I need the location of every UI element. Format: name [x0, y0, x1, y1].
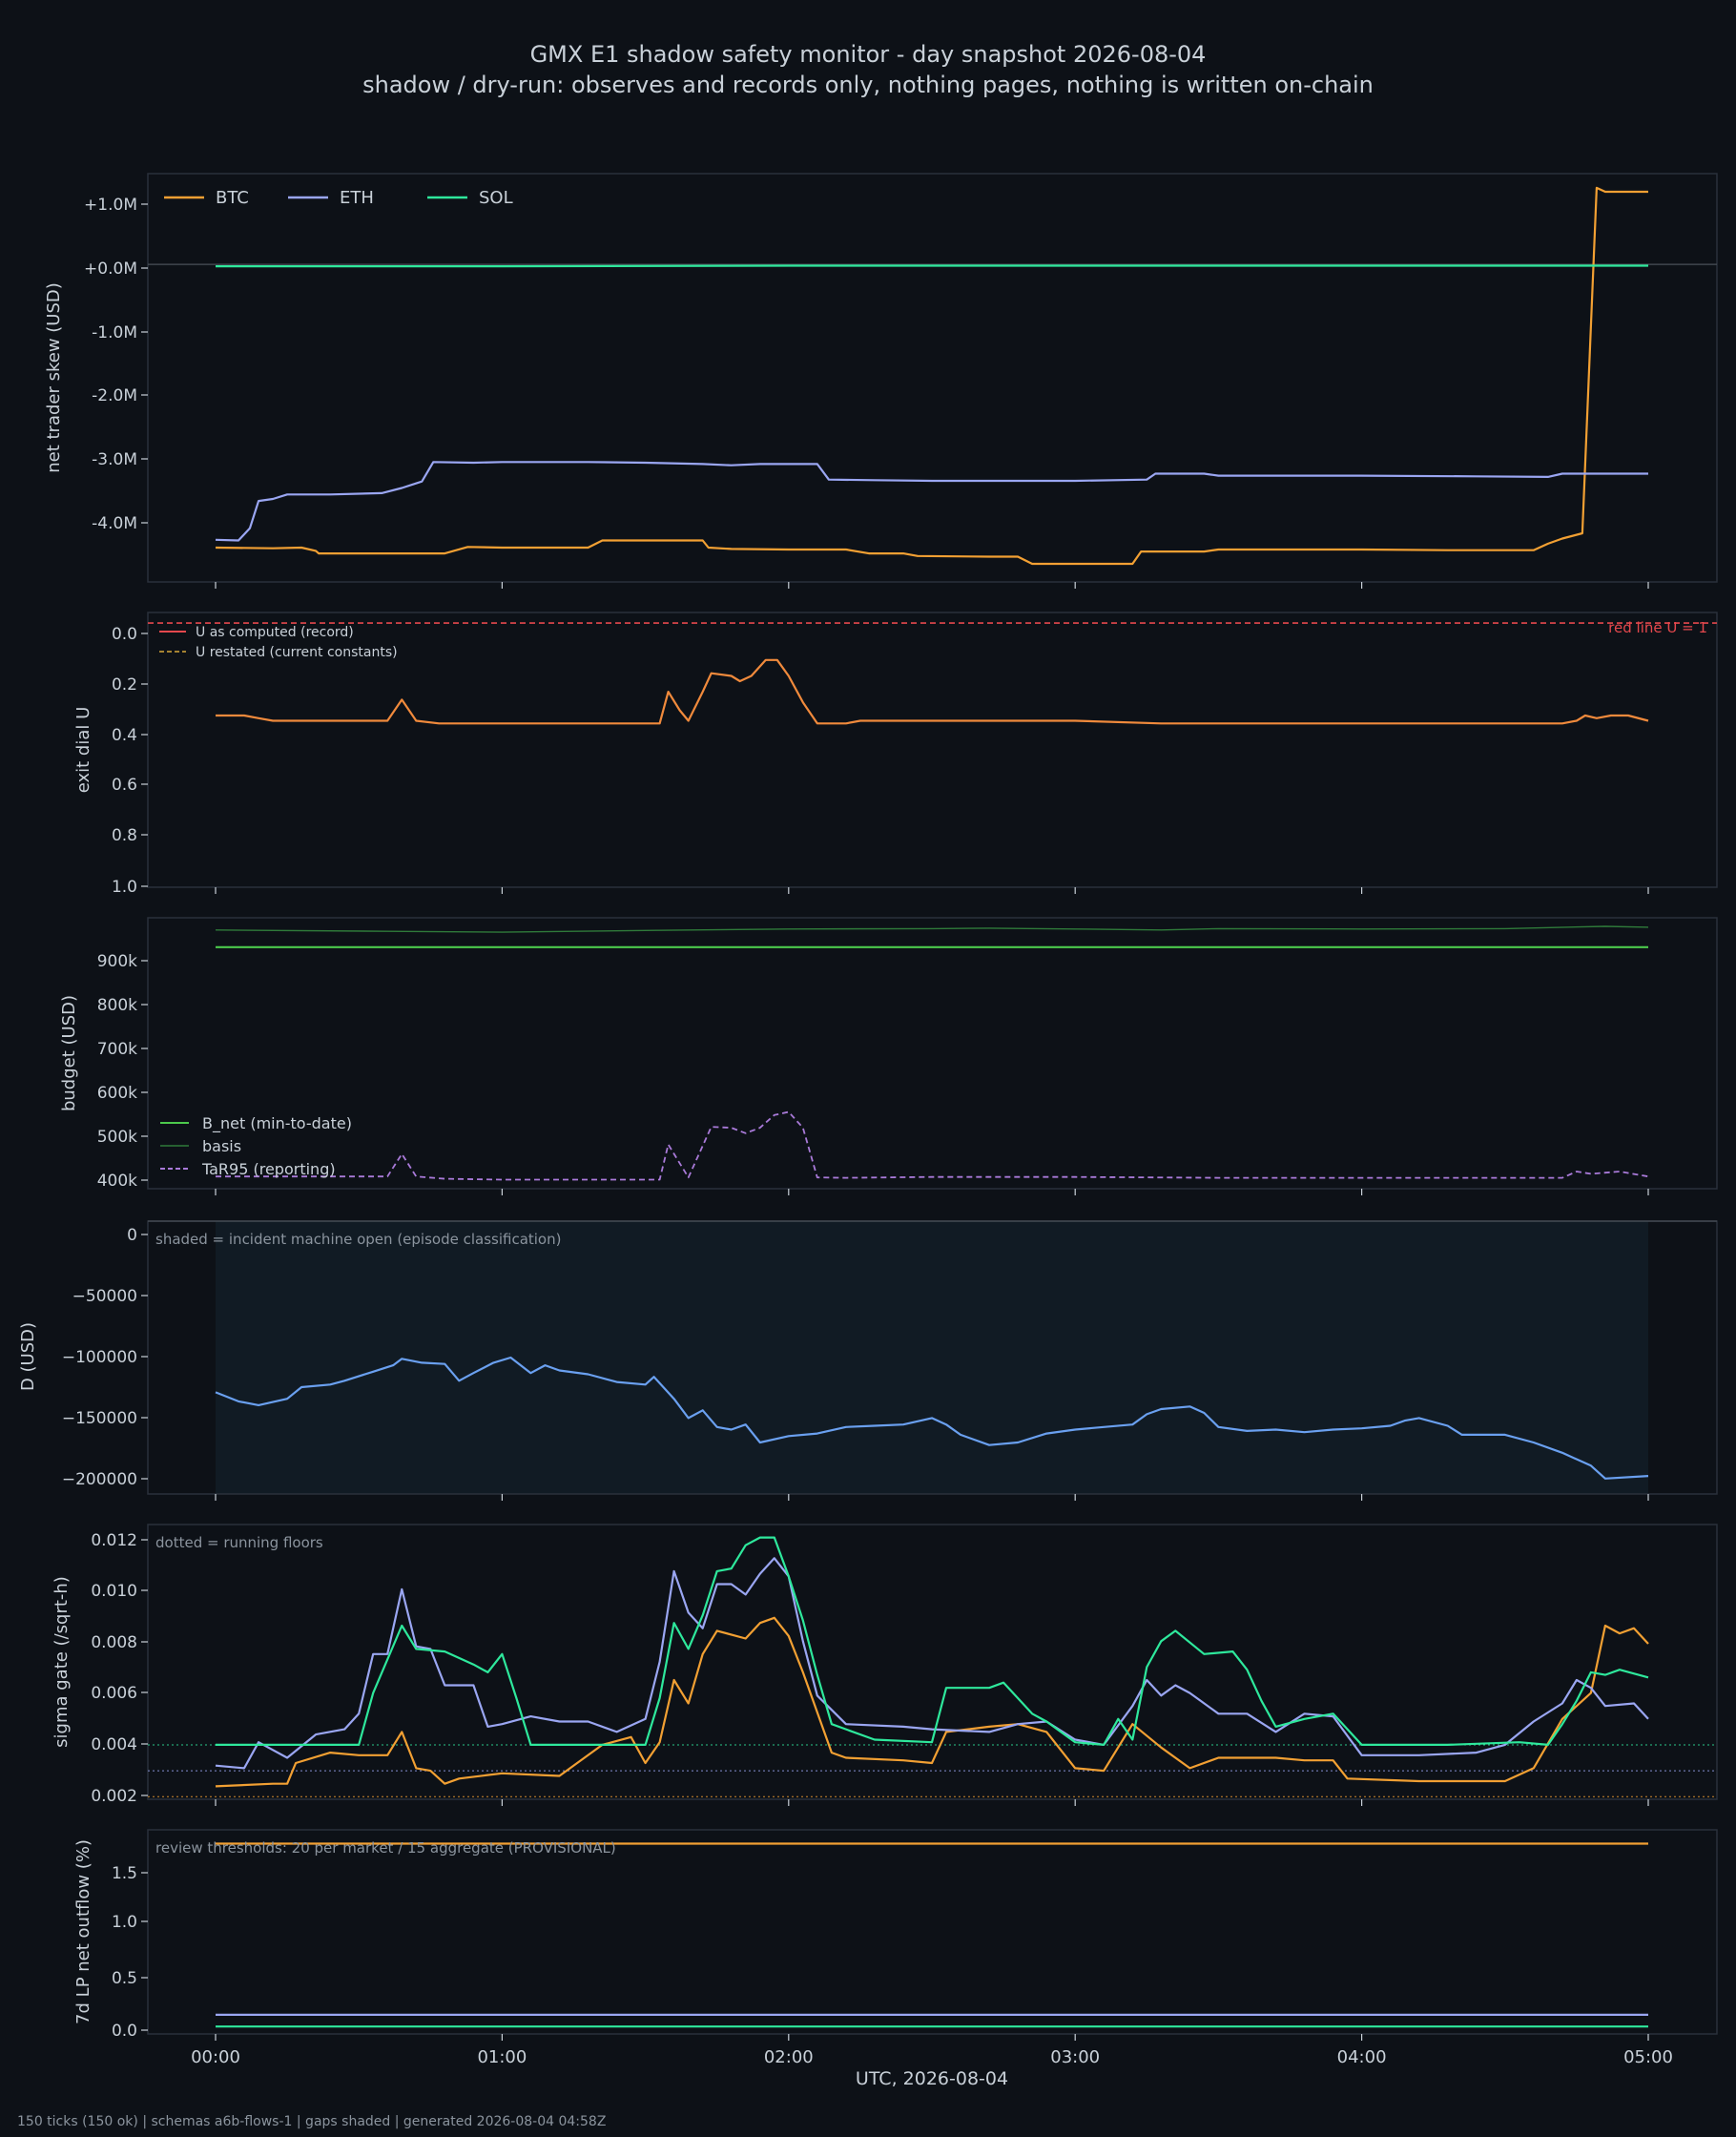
- x-tick-label: 00:00: [191, 2047, 240, 2067]
- x-tick-label: 01:00: [477, 2047, 527, 2067]
- series-line-btc: [215, 186, 1648, 566]
- legend-label: TaR95 (reporting): [201, 1160, 336, 1178]
- y-tick-label: +0.0M: [84, 259, 137, 279]
- footer-status: 150 ticks (150 ok) | schemas a6b-flows-1…: [17, 2114, 606, 2129]
- panel-frame: [147, 173, 1718, 583]
- panel-4: 0 −50000 −100000 −150000 −200000 D (USD) shade…: [18, 1220, 1718, 1501]
- y-tick-label: 0.0: [112, 625, 137, 644]
- y-axis-label: net trader skew (USD): [44, 282, 64, 473]
- series-line-eth: [215, 1557, 1649, 1770]
- y-tick-label: +1.0M: [84, 196, 137, 215]
- y-axis-label: exit dial U: [73, 707, 93, 794]
- series-line-tar95-reporting-: [216, 1110, 1649, 1181]
- y-tick-label: 1.0: [112, 1913, 137, 1932]
- y-tick-label: −200000: [62, 1470, 137, 1489]
- y-tick-label: 400k: [97, 1172, 137, 1191]
- y-tick-label: -1.0M: [92, 323, 137, 342]
- y-tick-label: 0.2: [112, 675, 137, 695]
- y-tick-label: 0.002: [91, 1787, 137, 1806]
- panel-frame: [147, 1829, 1718, 2035]
- panel-1: +1.0M +0.0M -1.0M -2.0M -3.0M -4.0M net trader…: [44, 173, 1718, 589]
- legend-label: U as computed (record): [196, 625, 354, 640]
- y-tick-label: 0.6: [112, 776, 137, 795]
- y-axis-label: 7d LP net outflow (%): [73, 1839, 93, 2024]
- panel-5: 0.012 0.010 0.008 0.006 0.004 0.002 sigma gate…: [52, 1524, 1718, 1806]
- y-tick-label: 0.5: [112, 1969, 137, 1988]
- y-tick-label: 700k: [97, 1040, 137, 1059]
- y-tick-label: −50000: [72, 1287, 137, 1306]
- x-tick-label: 02:00: [764, 2047, 814, 2067]
- y-tick-label: -2.0M: [92, 386, 137, 405]
- y-axis-label: D (USD): [18, 1322, 38, 1391]
- panel-frame: [147, 612, 1718, 888]
- y-tick-label: 800k: [97, 996, 137, 1015]
- panel-annotation: review thresholds: 20 per market / 15 ag…: [155, 1839, 616, 1857]
- legend-label: B_net (min-to-date): [202, 1114, 352, 1133]
- panel-annotation: shaded = incident machine open (episode …: [155, 1231, 561, 1248]
- series-line-u-as-computed-record-: [216, 658, 1649, 725]
- y-tick-label: 500k: [97, 1128, 137, 1147]
- chart-subtitle: shadow / dry-run: observes and records o…: [362, 72, 1374, 98]
- x-tick-label: 03:00: [1050, 2047, 1100, 2067]
- panel-2: 0.0 0.2 0.4 0.6 0.8 1.0 exit dial U red line U …: [73, 612, 1718, 897]
- incident-shading: [216, 1221, 1648, 1494]
- panel-6: 1.5 1.0 0.5 0.0 00:00 01:00 02:00 03:00 04:00 05:…: [73, 1829, 1718, 2067]
- panel-annotation: dotted = running floors: [155, 1534, 323, 1551]
- series-line-d: [215, 1356, 1649, 1480]
- y-tick-label: 1.5: [112, 1864, 137, 1883]
- panel-3: 900k 800k 700k 600k 500k 400k budget (USD) B_ne…: [59, 917, 1718, 1195]
- panel-frame: [147, 1524, 1718, 1800]
- y-tick-label: 0.010: [91, 1582, 137, 1601]
- y-tick-label: 0.008: [91, 1633, 137, 1652]
- x-tick-label: 04:00: [1337, 2047, 1387, 2067]
- x-axis-label: UTC, 2026-08-04: [856, 2068, 1008, 2089]
- y-tick-label: 0.012: [91, 1531, 137, 1550]
- y-tick-label: -4.0M: [92, 514, 137, 533]
- series-line-basis: [215, 925, 1649, 933]
- y-tick-label: 1.0: [112, 878, 137, 897]
- y-tick-label: −150000: [62, 1409, 137, 1428]
- y-tick-label: 0.004: [91, 1735, 137, 1754]
- panel-frame: [147, 917, 1718, 1190]
- legend-label: basis: [202, 1137, 241, 1155]
- y-tick-label: 0.8: [112, 826, 137, 845]
- y-tick-label: 0: [127, 1226, 137, 1245]
- legend-label: U restated (current constants): [196, 645, 398, 660]
- y-axis-label: sigma gate (/sqrt-h): [52, 1576, 72, 1748]
- legend-label: ETH: [340, 188, 374, 208]
- y-tick-label: 0.006: [91, 1684, 137, 1703]
- red-line-label: red line U = 1: [1608, 619, 1707, 636]
- series-line-eth: [215, 461, 1648, 542]
- y-tick-label: 0.0: [112, 2022, 137, 2041]
- y-tick-label: −100000: [62, 1348, 137, 1367]
- y-tick-label: -3.0M: [92, 450, 137, 469]
- chart-title: GMX E1 shadow safety monitor - day snaps…: [530, 41, 1207, 68]
- x-tick-label: 05:00: [1623, 2047, 1673, 2067]
- legend-label: SOL: [479, 188, 513, 208]
- y-tick-label: 0.4: [112, 726, 137, 745]
- series-line-btc: [215, 1616, 1649, 1788]
- panels: +1.0M +0.0M -1.0M -2.0M -3.0M -4.0M net trader…: [18, 173, 1718, 2067]
- y-tick-label: 600k: [97, 1084, 137, 1103]
- series-line-sol: [216, 1536, 1649, 1746]
- y-axis-label: budget (USD): [59, 995, 79, 1111]
- legend-label: BTC: [216, 188, 249, 208]
- series-line-sol: [216, 264, 1648, 268]
- y-tick-label: 900k: [97, 952, 137, 971]
